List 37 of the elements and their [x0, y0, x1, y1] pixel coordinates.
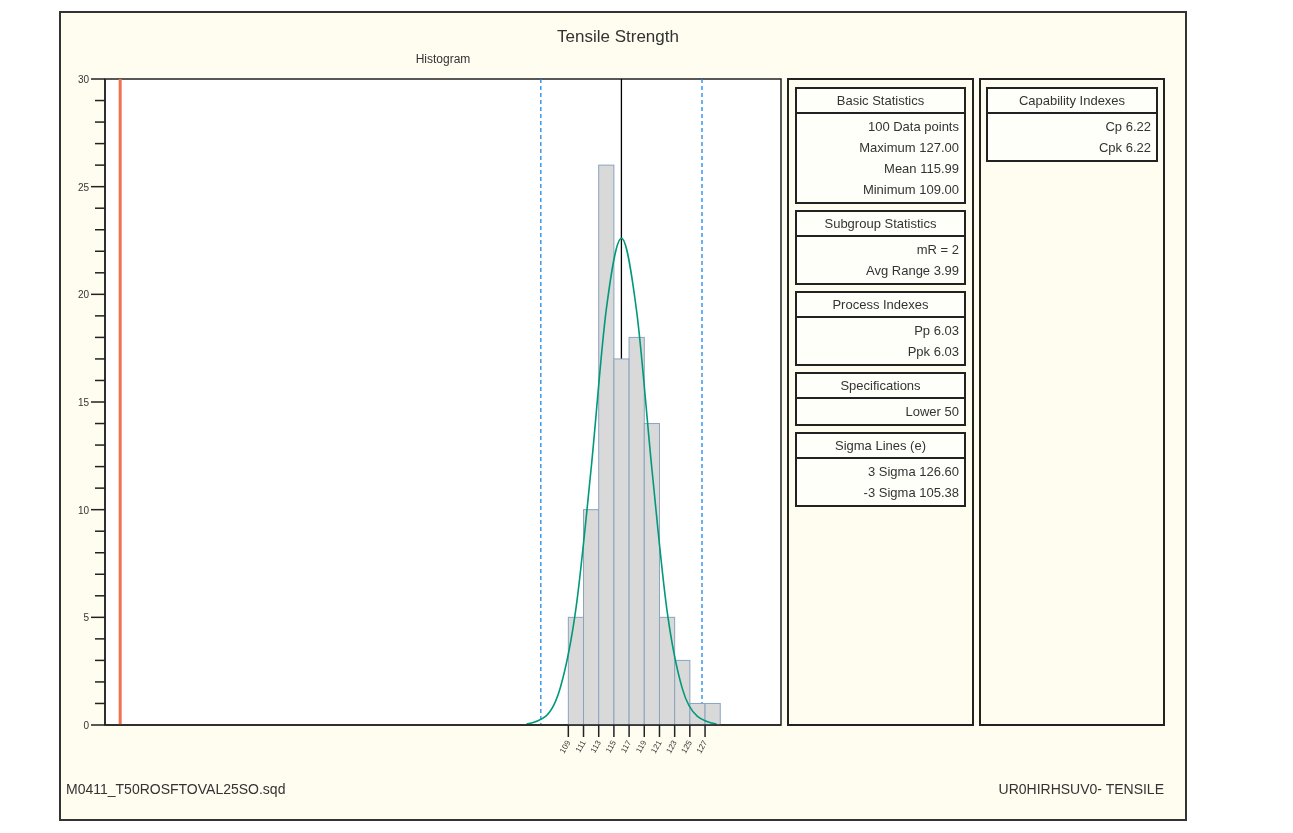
- text: Maximum 127.00: [859, 140, 959, 155]
- text: Capability Indexes: [1018, 93, 1126, 108]
- y-tick-label: 25: [77, 181, 90, 193]
- y-tick-label: 15: [77, 397, 90, 408]
- chart-subtitle: Histogram: [415, 52, 471, 66]
- chart-title: Tensile Strength: [557, 27, 679, 46]
- x-tick-label: 121: [649, 738, 664, 755]
- text: Sigma Lines (e): [834, 438, 927, 453]
- text: Avg Range 3.99: [866, 263, 959, 278]
- text: Specifications: [840, 378, 922, 393]
- text: Minimum 109.00: [862, 182, 959, 197]
- text: Cp 6.22: [1105, 119, 1151, 134]
- text: 100 Data points: [867, 119, 960, 134]
- text: mR = 2: [916, 242, 959, 257]
- text: Subgroup Statistics: [824, 216, 937, 231]
- text: 3 Sigma 126.60: [867, 464, 959, 479]
- text: Process Indexes: [832, 297, 930, 312]
- x-tick-label: 117: [619, 738, 634, 755]
- x-tick-label: 119: [634, 738, 649, 755]
- text: Mean 115.99: [884, 161, 959, 176]
- y-tick-label: 0: [83, 720, 90, 731]
- y-tick-label: 20: [77, 289, 90, 301]
- text: Cpk 6.22: [1098, 140, 1151, 155]
- text: M0411_T50ROSFTOVAL25SO.sqd: [66, 781, 286, 797]
- y-tick-label: 5: [83, 612, 90, 624]
- text: Lower 50: [905, 404, 959, 419]
- text: Pp 6.03: [914, 323, 959, 338]
- text: Basic Statistics: [836, 93, 925, 108]
- y-tick-label: 30: [77, 74, 90, 85]
- x-tick-label: 127: [694, 738, 710, 755]
- text: -3 Sigma 105.38: [863, 485, 959, 500]
- y-tick-label: 10: [77, 504, 90, 516]
- x-tick-label: 115: [603, 738, 619, 755]
- text: UR0HIRHSUV0- TENSILE: [998, 781, 1164, 797]
- text: Ppk 6.03: [907, 344, 959, 359]
- x-tick-label: 113: [588, 738, 604, 755]
- x-tick-label: 111: [573, 738, 588, 754]
